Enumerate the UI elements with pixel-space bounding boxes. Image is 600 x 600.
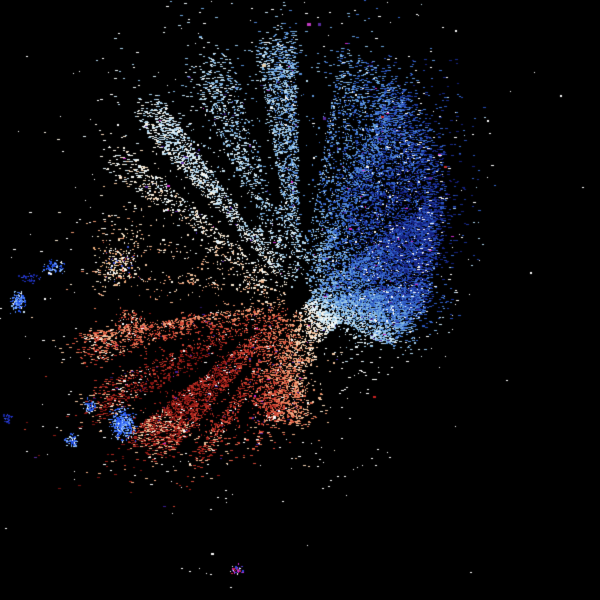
scatter-canvas: [0, 0, 600, 600]
velocity-scatter-figure: [0, 0, 600, 600]
